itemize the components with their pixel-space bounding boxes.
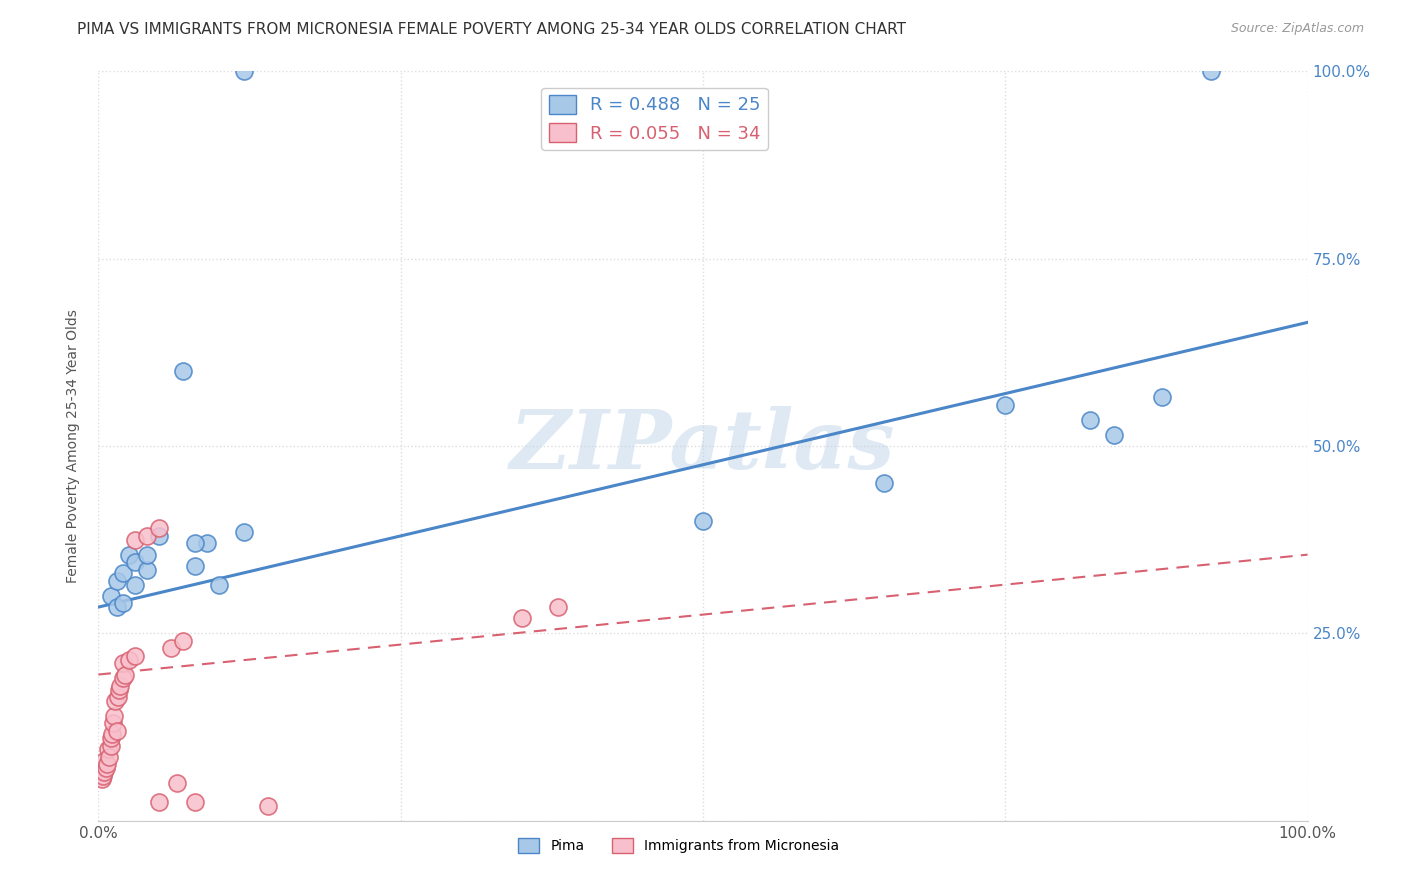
Point xyxy=(510,611,533,625)
Point xyxy=(195,536,218,550)
Point xyxy=(107,690,129,704)
Point xyxy=(108,679,131,693)
Point xyxy=(124,555,146,569)
Point xyxy=(148,795,170,809)
Point xyxy=(1078,413,1101,427)
Point xyxy=(547,600,569,615)
Text: Source: ZipAtlas.com: Source: ZipAtlas.com xyxy=(1230,22,1364,36)
Point xyxy=(96,757,118,772)
Point xyxy=(103,708,125,723)
Point xyxy=(160,641,183,656)
Point xyxy=(873,476,896,491)
Point xyxy=(148,529,170,543)
Point xyxy=(111,657,134,671)
Point xyxy=(148,521,170,535)
Point xyxy=(101,716,124,731)
Point xyxy=(98,750,121,764)
Point xyxy=(184,795,207,809)
Point xyxy=(111,566,134,581)
Point xyxy=(232,525,254,540)
Point xyxy=(124,577,146,591)
Point xyxy=(104,694,127,708)
Point xyxy=(108,682,131,697)
Point xyxy=(172,364,194,378)
Point xyxy=(692,514,714,528)
Point xyxy=(91,772,114,787)
Point xyxy=(166,776,188,790)
Point xyxy=(111,671,134,685)
Point xyxy=(100,727,122,741)
Point xyxy=(100,731,122,746)
Point xyxy=(91,769,114,783)
Point xyxy=(111,596,134,610)
Point xyxy=(256,798,278,813)
Point xyxy=(100,589,122,603)
Point xyxy=(184,558,207,573)
Point xyxy=(1102,427,1125,442)
Legend: Pima, Immigrants from Micronesia: Pima, Immigrants from Micronesia xyxy=(513,833,845,859)
Point xyxy=(135,563,157,577)
Point xyxy=(94,761,117,775)
Point xyxy=(97,742,120,756)
Point xyxy=(114,667,136,681)
Point xyxy=(232,64,254,78)
Point xyxy=(135,529,157,543)
Point xyxy=(1152,390,1174,404)
Point xyxy=(105,574,128,588)
Text: PIMA VS IMMIGRANTS FROM MICRONESIA FEMALE POVERTY AMONG 25-34 YEAR OLDS CORRELAT: PIMA VS IMMIGRANTS FROM MICRONESIA FEMAL… xyxy=(77,22,907,37)
Point xyxy=(994,398,1017,412)
Y-axis label: Female Poverty Among 25-34 Year Olds: Female Poverty Among 25-34 Year Olds xyxy=(66,309,80,583)
Point xyxy=(208,577,231,591)
Point xyxy=(184,536,207,550)
Point xyxy=(172,633,194,648)
Point xyxy=(124,648,146,663)
Point xyxy=(118,652,141,666)
Point xyxy=(124,533,146,547)
Point xyxy=(135,548,157,562)
Point xyxy=(100,739,122,753)
Text: ZIPatlas: ZIPatlas xyxy=(510,406,896,486)
Point xyxy=(105,723,128,738)
Point xyxy=(105,600,128,615)
Point xyxy=(93,754,115,768)
Point xyxy=(118,548,141,562)
Point xyxy=(93,764,115,779)
Point xyxy=(1199,64,1222,78)
